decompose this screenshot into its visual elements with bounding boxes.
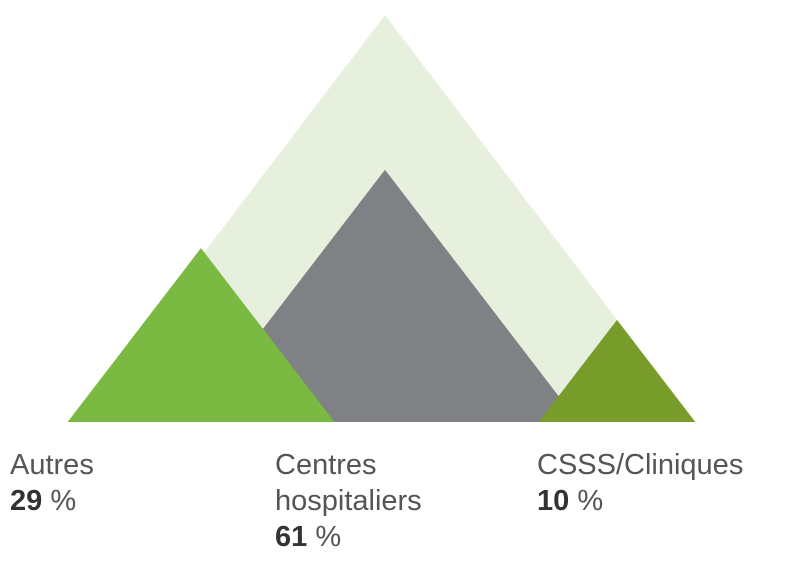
value-label: 29: [10, 485, 43, 517]
value-label: 10: [537, 485, 570, 517]
category-label: Autres: [10, 449, 94, 481]
category-label: Centres hospitaliers: [275, 449, 422, 517]
triangle: [67, 248, 335, 422]
unit-label: %: [577, 485, 604, 517]
value-line: 61 %: [275, 519, 475, 555]
label: Autres 29 %: [10, 447, 240, 519]
value-label: 61: [275, 521, 308, 553]
value-line: 29 %: [10, 483, 240, 519]
value-line: 10 %: [537, 483, 797, 519]
triangle: [538, 319, 696, 422]
triangle: [191, 169, 579, 422]
label: Centres hospitaliers 61 %: [275, 447, 475, 555]
category-label: CSSS/Cliniques: [537, 449, 744, 481]
label: CSSS/Cliniques 10 %: [537, 447, 797, 519]
unit-label: %: [315, 521, 342, 553]
unit-label: %: [50, 485, 77, 517]
